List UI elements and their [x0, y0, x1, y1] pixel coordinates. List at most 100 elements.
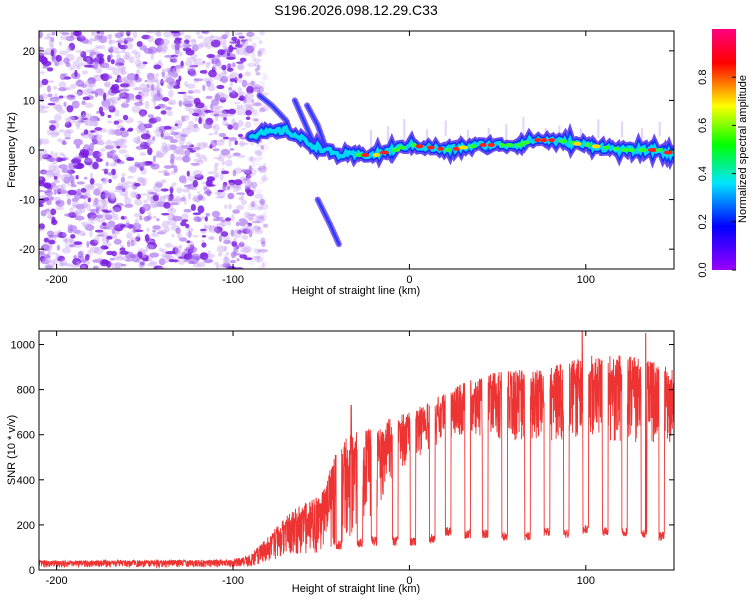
noise-blob: [137, 251, 143, 258]
noise-blob: [218, 110, 228, 119]
noise-blob: [183, 92, 188, 101]
ridge-hotspot: [637, 148, 648, 152]
noise-blob: [163, 125, 172, 130]
noise-blob: [124, 181, 133, 185]
noise-blob: [145, 244, 155, 250]
noise-blob: [136, 62, 146, 69]
noise-blob: [185, 223, 190, 229]
noise-blob: [43, 254, 51, 259]
noise-blob: [138, 123, 147, 131]
noise-blob: [253, 228, 259, 233]
noise-blob: [114, 261, 123, 269]
noise-blob: [140, 181, 148, 186]
noise-blob: [247, 203, 256, 212]
noise-blob: [225, 123, 230, 127]
noise-blob: [218, 132, 227, 138]
noise-blob: [128, 185, 133, 188]
noise-blob: [229, 137, 237, 141]
noise-blob: [192, 44, 199, 52]
noise-blob: [155, 184, 163, 188]
noise-blob: [86, 57, 91, 63]
noise-blob: [111, 100, 118, 105]
ridge-hotspot: [521, 140, 531, 145]
noise-blob: [92, 265, 99, 269]
noise-blob: [165, 77, 175, 84]
noise-blob: [81, 265, 86, 269]
noise-blob: [63, 95, 72, 99]
noise-blob: [54, 184, 64, 193]
noise-blob: [110, 86, 118, 91]
noise-blob: [241, 225, 248, 229]
noise-blob: [255, 150, 263, 157]
noise-blob: [244, 100, 253, 103]
noise-blob: [120, 176, 125, 183]
noise-blob: [96, 53, 104, 58]
noise-blob: [175, 32, 179, 39]
noise-blob: [148, 191, 158, 195]
noise-blob: [161, 179, 167, 184]
noise-blob: [152, 225, 161, 230]
noise-blob: [221, 64, 227, 71]
noise-blob: [254, 193, 264, 199]
noise-blob: [47, 260, 56, 268]
ridge-hotspot: [663, 150, 673, 155]
noise-blob: [182, 195, 186, 202]
noise-blob: [63, 130, 72, 138]
noise-blob: [181, 134, 188, 138]
noise-blob: [147, 147, 153, 156]
noise-blob: [257, 50, 262, 57]
noise-blob: [124, 197, 132, 205]
noise-blob: [255, 215, 265, 219]
noise-blob: [180, 115, 189, 122]
noise-blob: [88, 119, 99, 127]
noise-blob: [135, 224, 142, 227]
noise-blob: [203, 186, 207, 190]
noise-blob: [84, 80, 94, 88]
noise-blob: [187, 90, 194, 94]
noise-blob: [74, 210, 80, 216]
snr-y-label: SNR (10 * v/v): [6, 415, 18, 485]
noise-blob: [255, 71, 261, 76]
noise-blob: [98, 231, 108, 238]
noise-blob: [70, 115, 79, 121]
noise-blob: [246, 83, 254, 87]
noise-blob: [50, 168, 61, 176]
noise-blob: [118, 77, 123, 82]
noise-blob: [223, 239, 232, 245]
noise-blob: [223, 261, 230, 265]
noise-blob: [67, 225, 78, 231]
noise-blob: [153, 96, 160, 100]
noise-blob: [256, 144, 262, 148]
ridge-branch-core: [258, 94, 288, 122]
noise-blob: [111, 262, 121, 269]
noise-blob: [236, 245, 240, 249]
noise-blob: [120, 130, 129, 138]
noise-blob: [250, 80, 255, 86]
noise-blob: [155, 153, 160, 159]
noise-blob: [60, 183, 66, 191]
noise-blob: [152, 98, 163, 102]
noise-blob: [116, 256, 125, 261]
noise-blob: [89, 132, 95, 139]
noise-blob: [228, 182, 234, 189]
noise-blob: [135, 94, 142, 100]
noise-blob: [69, 238, 73, 243]
noise-blob: [96, 257, 102, 264]
noise-blob: [93, 188, 101, 196]
noise-blob: [150, 163, 156, 167]
noise-blob: [219, 97, 227, 103]
noise-blob: [55, 200, 61, 205]
noise-blob: [205, 212, 210, 217]
noise-blob: [179, 244, 183, 249]
noise-blob: [106, 120, 113, 124]
noise-blob: [160, 253, 171, 258]
noise-blob: [43, 237, 50, 243]
noise-blob: [169, 186, 174, 194]
noise-blob: [166, 110, 173, 117]
noise-blob: [76, 64, 81, 70]
noise-blob: [213, 156, 223, 160]
noise-blob: [47, 246, 51, 255]
noise-blob: [215, 229, 221, 235]
noise-blob: [222, 69, 228, 75]
noise-blob: [62, 139, 66, 145]
